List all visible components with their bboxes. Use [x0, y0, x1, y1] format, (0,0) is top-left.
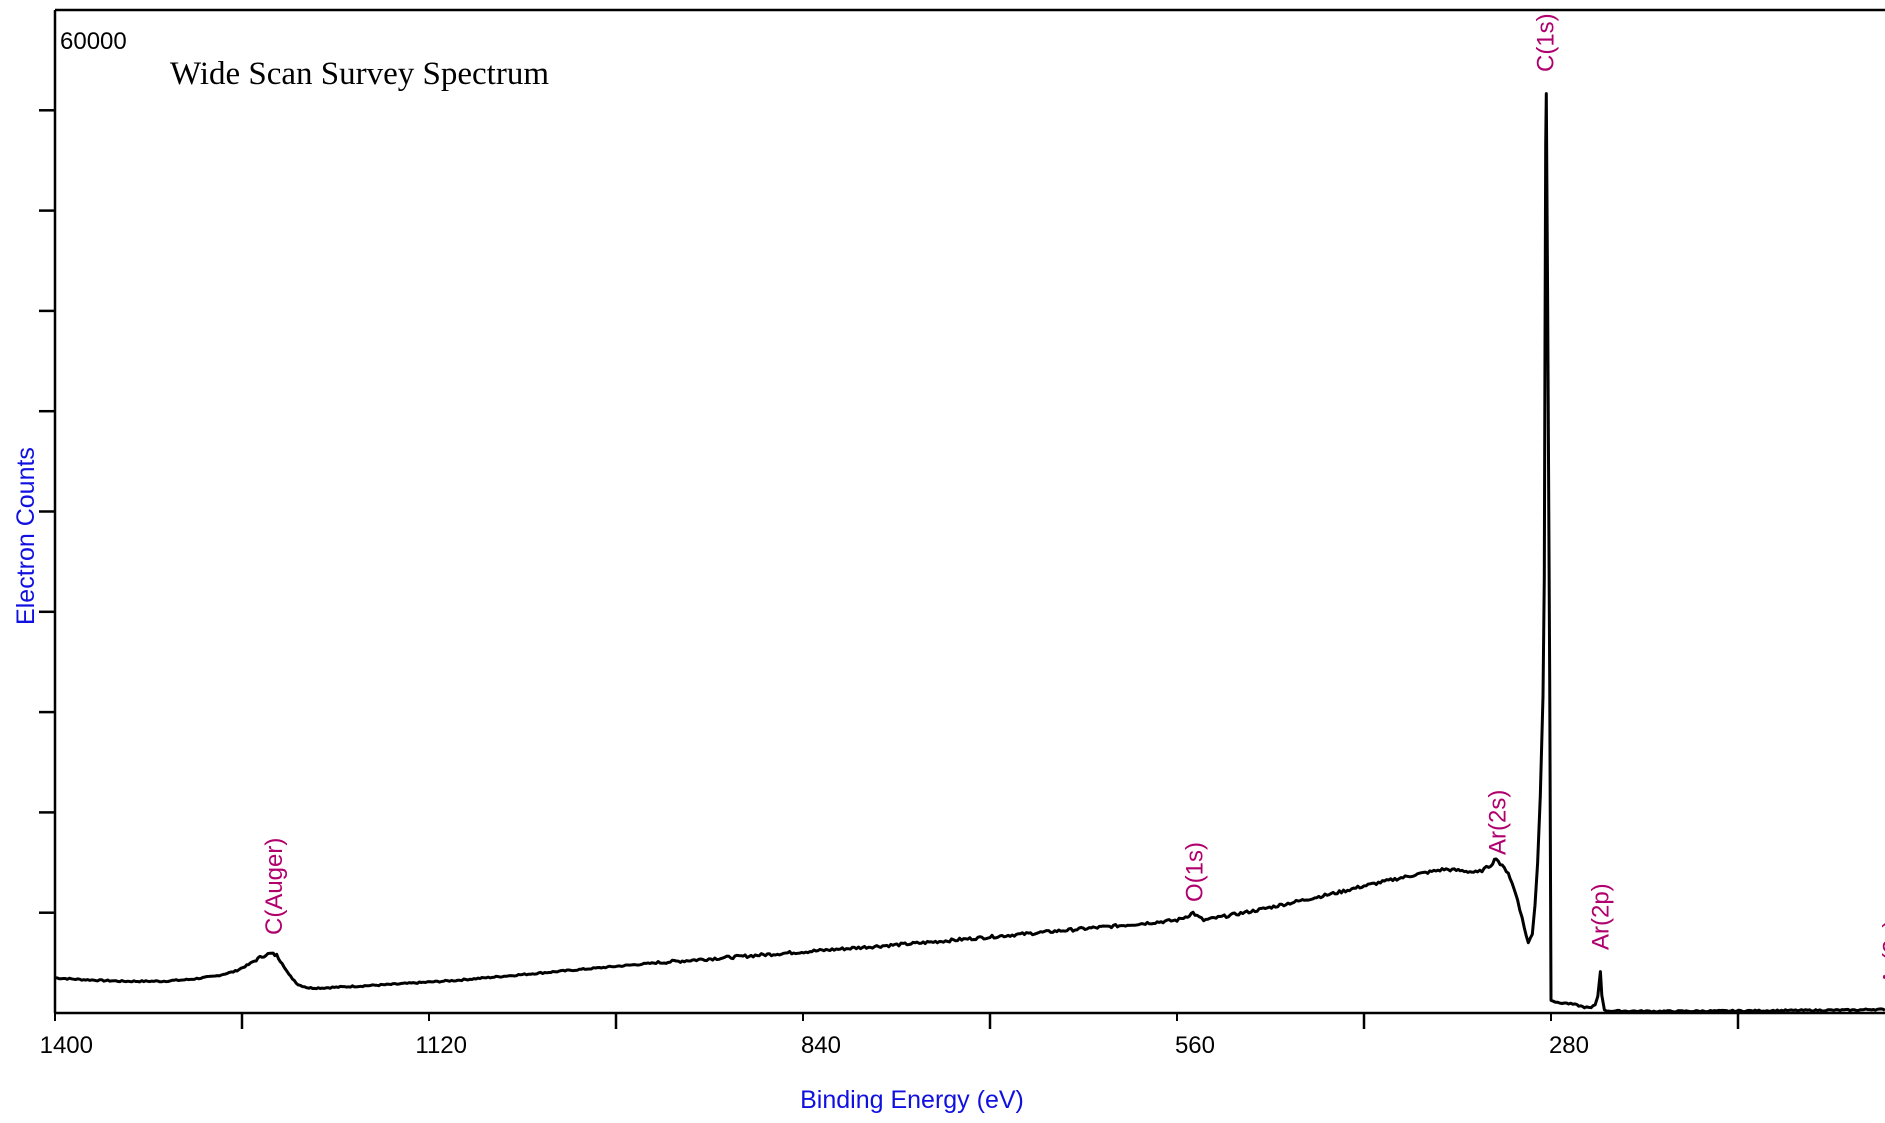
x-tick-label: 1400 — [40, 1032, 93, 1059]
y-axis-ticks — [39, 109, 55, 914]
peak-label: C(1s) — [1533, 13, 1560, 72]
peak-label: O(1s) — [1181, 842, 1208, 902]
x-tick-label: 280 — [1549, 1032, 1589, 1059]
y-max-tick-label: 60000 — [60, 28, 127, 55]
spectrum-line — [55, 92, 1885, 1014]
x-tick-label: 840 — [801, 1032, 841, 1059]
peak-label: Ar(3s) — [1879, 920, 1885, 985]
peak-label: Ar(2p) — [1587, 883, 1614, 950]
x-tick-label: 560 — [1175, 1032, 1215, 1059]
peak-label: Ar(2s) — [1485, 790, 1512, 855]
chart-title: Wide Scan Survey Spectrum — [170, 56, 549, 92]
y-axis-title: Electron Counts — [12, 447, 40, 625]
peak-annotations: C(1s)C(Auger)O(1s)Ar(2s)Ar(2p)Ar(3s)Ar(3… — [261, 13, 1885, 985]
x-tick-label: 1120 — [415, 1032, 467, 1059]
x-axis-title: Binding Energy (eV) — [800, 1086, 1024, 1114]
x-axis-ticks: 140011208405602800 — [40, 1013, 1740, 1059]
peak-label: C(Auger) — [261, 838, 288, 935]
